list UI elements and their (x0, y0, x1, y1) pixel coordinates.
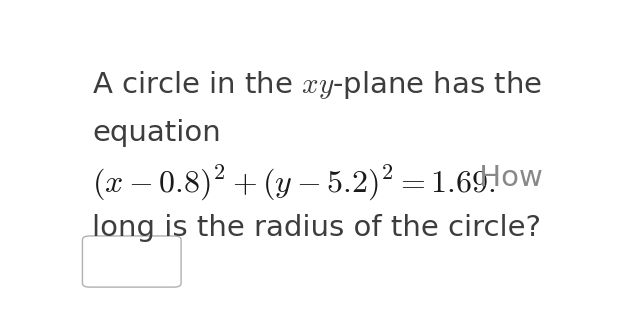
Text: equation: equation (92, 119, 221, 147)
Text: $(x-0.8)^2+(y-5.2)^2=1.69.$: $(x-0.8)^2+(y-5.2)^2=1.69.$ (92, 164, 496, 202)
Text: long is the radius of the circle?: long is the radius of the circle? (92, 214, 541, 241)
Text: How: How (470, 164, 543, 191)
FancyBboxPatch shape (83, 236, 181, 287)
Text: A circle in the $\mathbf{\mathit{xy}}$-plane has the: A circle in the $\mathbf{\mathit{xy}}$-p… (92, 69, 542, 101)
